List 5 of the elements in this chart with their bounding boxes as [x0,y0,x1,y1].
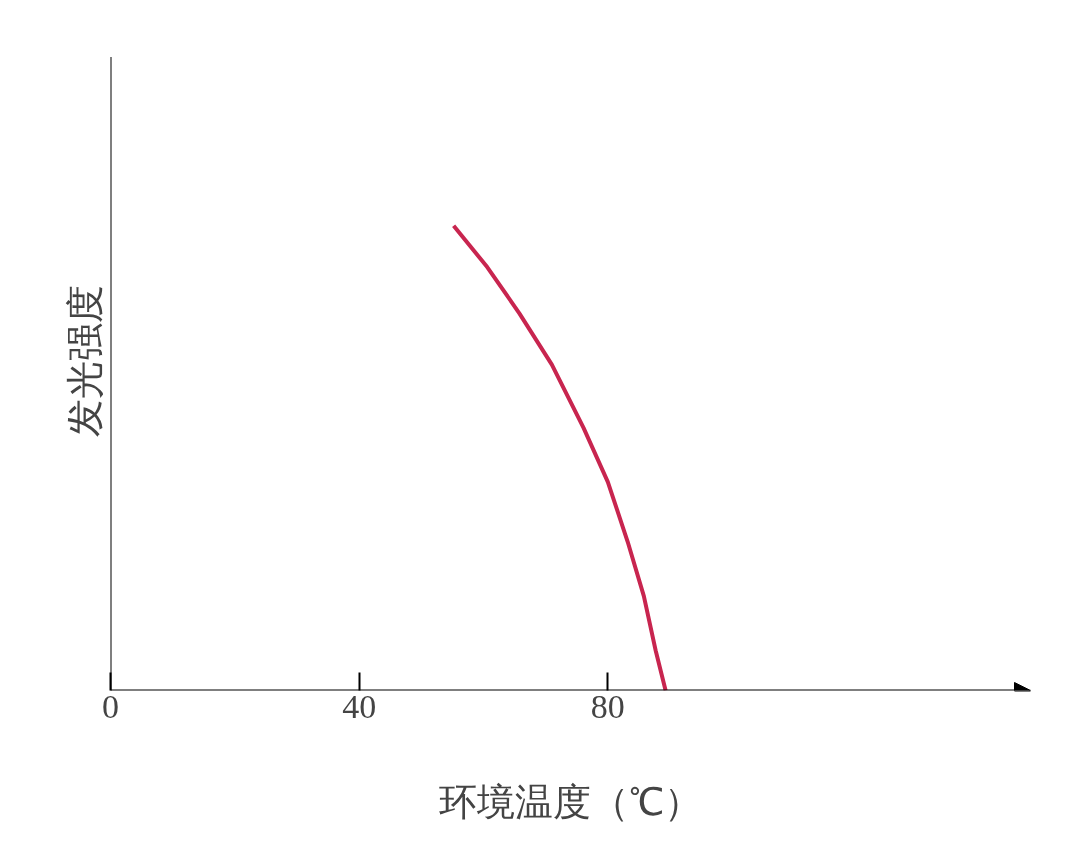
x-tick-label: 0 [102,687,119,725]
x-axis-title: 环境温度（℃） [439,780,702,823]
x-tick-label: 80 [590,687,625,725]
x-tick-label: 40 [342,687,377,725]
y-axis-title: 发光强度 [63,284,106,437]
